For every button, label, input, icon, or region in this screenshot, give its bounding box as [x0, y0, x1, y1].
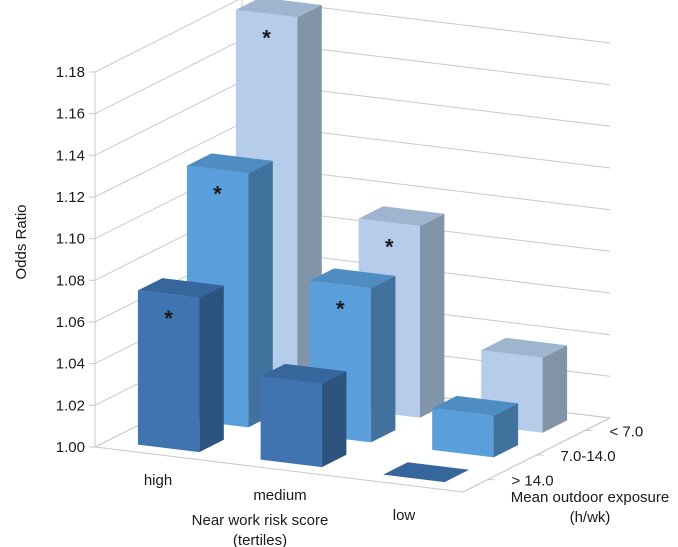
category-label: high: [144, 472, 172, 489]
bar: [260, 363, 347, 468]
significance-marker: *: [385, 234, 394, 259]
bar-side-face: [542, 345, 568, 433]
gridline: [94, 205, 611, 281]
y-tick-labels: 1.00 1.02 1.04 1.06 1.08 1.10 1.12 1.14 1.16 1.18: [56, 64, 85, 456]
bar-side-face: [493, 403, 519, 458]
x-axis-title: Near work risk score (tertiles): [192, 512, 329, 547]
bar-top-face: [481, 337, 568, 358]
gridline: [94, 122, 611, 198]
y-tick-label: 1.00: [56, 439, 85, 456]
y-tick-label: 1.12: [56, 189, 85, 206]
category-label: low: [393, 507, 416, 524]
floor-front-edge: [94, 446, 464, 493]
bar-front-face: [137, 290, 200, 453]
bar: [432, 395, 519, 458]
gridline: [94, 0, 611, 73]
x-axis-title-line: (tertiles): [233, 532, 287, 547]
bar-top-face: [383, 462, 470, 483]
bar-top-face: [235, 0, 322, 18]
y-tick-label: 1.08: [56, 272, 85, 289]
gridline: [94, 164, 611, 240]
y-tick-label: 1.14: [56, 147, 85, 164]
depth-tick-label: < 7.0: [610, 423, 644, 440]
category-labels: high medium low: [144, 472, 416, 524]
depth-axis-title-line: (h/wk): [570, 509, 611, 526]
bar-side-face: [199, 285, 224, 453]
bar-top-face: [137, 278, 224, 298]
bar-top-face: [309, 268, 396, 289]
bar-top-face: [186, 153, 273, 174]
bar-side-face: [248, 160, 273, 428]
depth-axis-title: Mean outdoor exposure (h/wk): [511, 489, 669, 526]
bar-top-face: [432, 395, 519, 416]
y-tick-label: 1.02: [56, 397, 85, 414]
bar-side-face: [419, 213, 445, 418]
bar-front-face: [260, 376, 322, 468]
gridline: [94, 39, 611, 115]
y-tick-label: 1.16: [56, 106, 85, 123]
depth-axis-title-line: Mean outdoor exposure: [511, 489, 669, 506]
depth-axis-labels: > 14.0 7.0-14.0 < 7.0: [462, 417, 644, 493]
significance-marker: *: [164, 306, 173, 331]
bar-front-face: [432, 408, 494, 458]
bar-top-face: [358, 206, 445, 227]
category-label: medium: [253, 487, 306, 504]
significance-marker: *: [213, 182, 222, 207]
y-tick-label: 1.18: [56, 64, 85, 81]
depth-tick-label: 7.0-14.0: [561, 448, 616, 465]
x-axis-title-line: Near work risk score: [192, 512, 329, 529]
bar-side-face: [370, 275, 396, 443]
y-tick-label: 1.04: [56, 356, 85, 373]
bar: [383, 462, 470, 483]
significance-marker: *: [336, 297, 345, 322]
significance-marker: *: [262, 26, 271, 51]
y-axis-title: Odds Ratio: [13, 204, 30, 279]
bars: * * * * *: [137, 0, 568, 483]
gridline: [94, 80, 611, 156]
bar-side-face: [321, 371, 347, 468]
y-tick-label: 1.10: [56, 231, 85, 248]
y-tick-label: 1.06: [56, 314, 85, 331]
bar: *: [137, 278, 224, 453]
depth-tick-label: > 14.0: [512, 473, 554, 490]
bar-top-face: [260, 363, 347, 384]
